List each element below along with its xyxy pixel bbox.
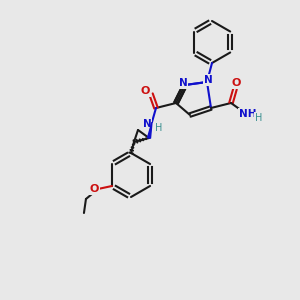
Polygon shape [148,122,152,138]
Text: N: N [204,75,212,85]
Text: O: O [231,78,241,88]
Text: N: N [142,119,152,129]
Text: NH: NH [242,108,258,118]
Text: O: O [140,86,150,96]
Text: H: H [257,112,265,122]
Text: N: N [178,78,188,88]
Text: NH: NH [239,109,257,119]
Text: O: O [89,184,99,194]
Text: H: H [255,113,263,123]
Text: H: H [155,123,163,133]
